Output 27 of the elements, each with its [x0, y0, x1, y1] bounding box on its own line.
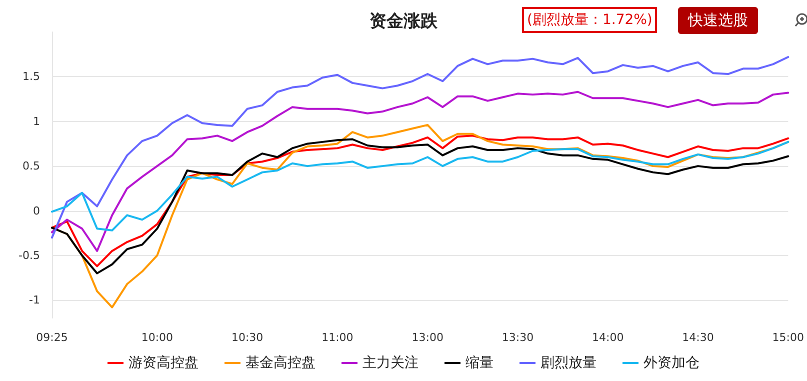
y-tick-label: 0	[33, 204, 40, 218]
line-series	[51, 140, 790, 232]
legend-label: 剧烈放量	[540, 355, 596, 371]
legend-label: 外资加仓	[644, 355, 700, 371]
x-tick-label: 14:30	[682, 331, 714, 344]
legend-label: 游资高控盘	[128, 355, 198, 371]
legend-label: 基金高控盘	[246, 355, 316, 371]
x-tick-label: 13:30	[502, 331, 534, 344]
line-series	[51, 56, 790, 239]
y-tick-label: 1.5	[22, 70, 40, 84]
text: (剧烈放量：1.72%)	[522, 7, 658, 33]
chart-title: 资金涨跌	[370, 12, 438, 32]
x-tick-label: 11:00	[322, 331, 354, 344]
button: 快速选股	[678, 7, 758, 34]
legend-label: 主力关注	[362, 355, 418, 371]
y-tick-label: 0.5	[22, 160, 40, 173]
x-tick-label: 13:00	[412, 331, 444, 344]
y-tick-label: -0.5	[18, 248, 40, 262]
y-tick-label: -1	[29, 294, 40, 307]
line-series	[51, 90, 790, 252]
x-tick-label: 15:00	[772, 331, 804, 344]
x-tick-label: 09:25	[36, 331, 68, 344]
x-tick-label: 10:30	[231, 331, 264, 344]
legend-label: 缩量	[466, 355, 494, 371]
x-tick-label: 14:00	[592, 331, 624, 344]
x-tick-label: 10:00	[141, 331, 174, 344]
y-tick-label: 1	[33, 114, 40, 128]
